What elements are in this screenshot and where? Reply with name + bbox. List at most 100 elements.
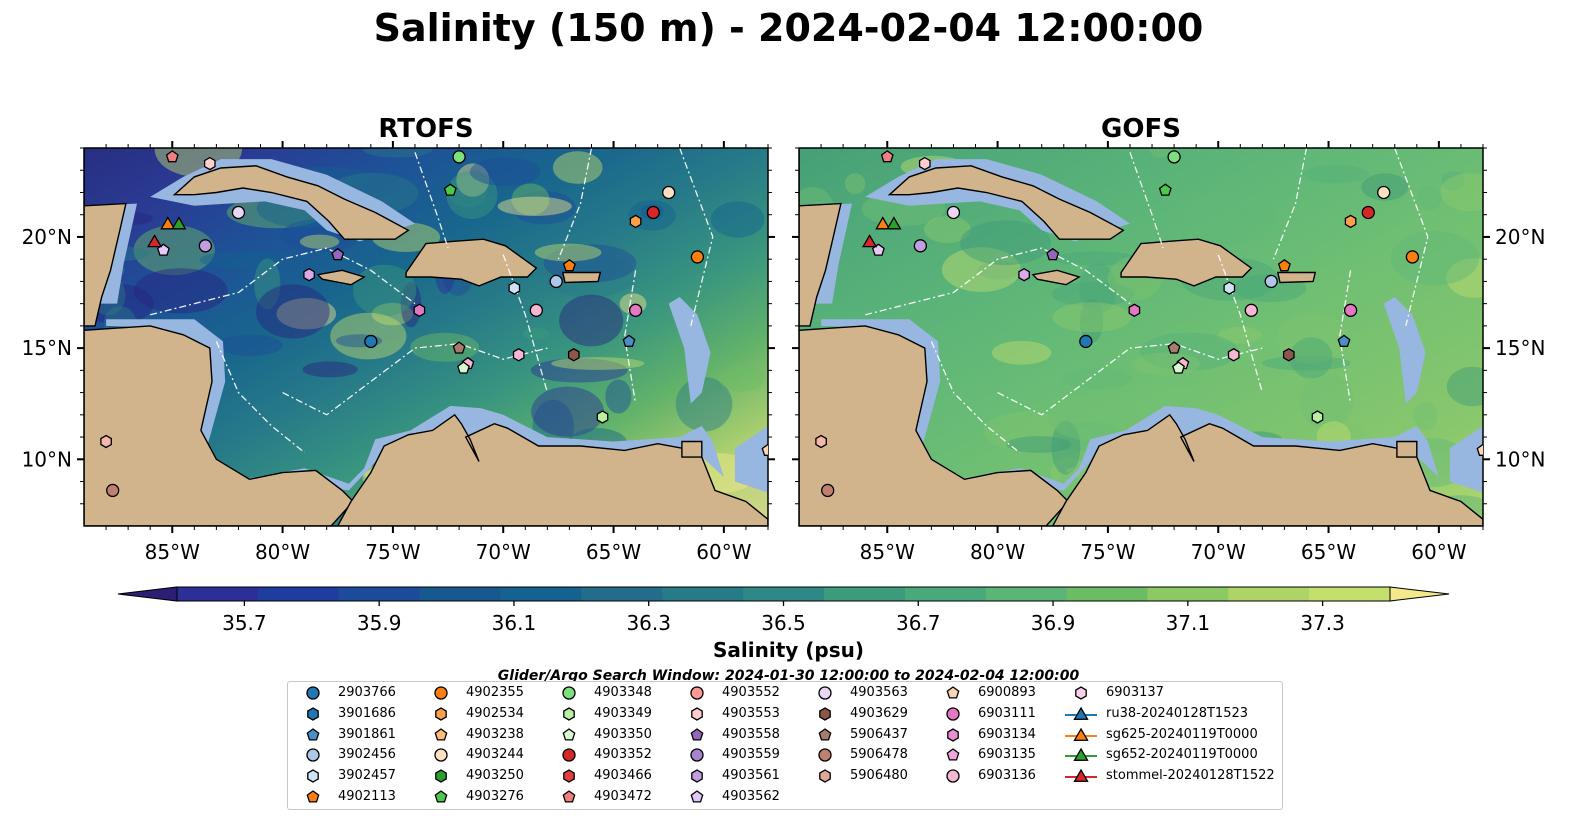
- colorbar-segment: [338, 587, 421, 601]
- colorbar-segment: [257, 587, 340, 601]
- legend-marker: [947, 727, 959, 742]
- legend-label: 4903276: [466, 789, 524, 804]
- legend-marker: [434, 686, 448, 700]
- lon-tick-label: 80°W: [255, 540, 310, 564]
- legend-symbol: [306, 790, 320, 803]
- legend-label: 4903466: [594, 768, 652, 784]
- legend-label: 5906480: [850, 768, 908, 784]
- legend-marker: [562, 790, 576, 803]
- map-marker-4903348: [452, 150, 466, 164]
- colorbar-tick-label: 37.3: [1300, 611, 1345, 635]
- map-marker-5906437: [1167, 341, 1181, 354]
- map-marker-4903352: [1361, 205, 1375, 220]
- map-marker-5906437: [452, 341, 466, 354]
- figure-title: Salinity (150 m) - 2024-02-04 12:00:00: [373, 6, 1204, 50]
- panel-title-gofs: GOFS: [1101, 114, 1181, 144]
- map-marker-4903350: [457, 361, 470, 374]
- colorbar-segment: [823, 587, 906, 601]
- legend-marker: [307, 707, 319, 721]
- map-marker-2903766: [364, 334, 378, 349]
- legend-label: 2903766: [338, 685, 396, 700]
- legend-symbol: [946, 769, 960, 783]
- legend-symbol: [1073, 706, 1089, 720]
- land-jamaica: [316, 269, 366, 286]
- legend-marker: [562, 686, 576, 700]
- legend-marker: [819, 707, 831, 721]
- legend-symbol: [691, 769, 703, 783]
- colorbar-tick-label: 36.7: [896, 611, 941, 635]
- map-marker-4903349: [596, 410, 609, 424]
- lon-tick-label: 80°W: [970, 540, 1025, 564]
- legend-label: 3901861: [338, 726, 396, 742]
- colorbar-segment: [177, 587, 259, 601]
- legend-label: 5906478: [850, 747, 908, 763]
- legend-label: 4903563: [850, 685, 908, 700]
- legend-label: stommel-20240128T1522: [1106, 768, 1275, 784]
- map-marker-4903629: [567, 348, 580, 362]
- map-marker-6903136: [529, 303, 543, 317]
- lon-tick-label: 85°W: [860, 540, 915, 564]
- map-marker-3902456: [1264, 274, 1278, 289]
- lon-tick-label: 60°W: [696, 540, 751, 564]
- legend-label: 4903553: [722, 705, 780, 721]
- colorbar-over-arrow: [1389, 586, 1450, 602]
- legend-label: sg652-20240119T0000: [1106, 747, 1258, 763]
- colorbar-under-arrow: [117, 586, 178, 602]
- legend-symbol: [1075, 686, 1087, 700]
- legend-marker: [691, 769, 703, 783]
- legend-label: 4903561: [722, 768, 780, 784]
- legend-label: 4903250: [466, 768, 524, 784]
- legend-marker: [434, 727, 448, 741]
- land-trinidad: [1396, 440, 1418, 458]
- legend-marker: [306, 686, 320, 700]
- legend-symbol: [818, 686, 832, 700]
- legend-symbol: [562, 748, 576, 763]
- legend-label: 5906437: [850, 726, 908, 742]
- legend-marker: [562, 727, 576, 741]
- map-marker-4903558: [1046, 247, 1060, 261]
- legend-marker: [818, 727, 832, 741]
- colorbar-tick-label: 36.3: [626, 611, 671, 635]
- lon-tick-label: 85°W: [145, 540, 200, 564]
- colorbar-segment: [1147, 587, 1229, 601]
- map-marker-4902355: [1405, 250, 1420, 264]
- legend-symbol: [946, 686, 960, 699]
- legend-marker: [690, 748, 704, 763]
- map-marker-4903559: [913, 239, 928, 253]
- map-marker-6900893: [1476, 443, 1483, 456]
- legend-symbol: [306, 748, 320, 763]
- legend-marker: [1065, 706, 1097, 720]
- map-marker-4902534: [629, 214, 642, 229]
- legend-label: ru38-20240128T1523: [1106, 705, 1249, 721]
- legend-label: 6903111: [978, 705, 1036, 721]
- map-marker-6903134: [1128, 303, 1141, 318]
- legend-label: 6903135: [978, 747, 1036, 763]
- legend-symbol: [690, 748, 704, 763]
- legend-symbol: [819, 769, 831, 783]
- land-puerto-rico: [1276, 271, 1317, 284]
- map-marker-3902456: [549, 274, 563, 289]
- map-panel-rtofs: 85°W 80°W 75°W 70°W 65°W 60°W 10°N 15°N 20°N: [22, 141, 775, 564]
- legend-symbol: [946, 707, 960, 721]
- map-marker-4903561: [1018, 267, 1030, 282]
- land-trinidad: [681, 440, 703, 458]
- legend-label: sg625-20240119T0000: [1106, 726, 1258, 742]
- legend-marker: [690, 727, 704, 741]
- legend-marker: [1075, 686, 1087, 700]
- colorbar-segment: [743, 587, 825, 601]
- map-marker-5906480: [100, 434, 112, 449]
- land-central-america: [799, 325, 1070, 526]
- map-marker-4903276: [443, 183, 457, 196]
- colorbar-tick-label: 36.1: [492, 611, 537, 635]
- map-marker-4903563: [231, 205, 246, 220]
- legend-symbol: [1073, 748, 1089, 762]
- land-puerto-rico: [561, 271, 602, 284]
- colorbar-segment: [1228, 587, 1310, 601]
- legend-marker: [946, 769, 960, 783]
- map-marker-6903137: [1227, 348, 1240, 362]
- map-marker-3902457: [508, 281, 521, 295]
- map-marker-4903276: [1158, 183, 1172, 196]
- legend-marker: [307, 769, 319, 783]
- map-marker-4903349: [1311, 410, 1324, 424]
- legend-label: 4903244: [466, 747, 524, 763]
